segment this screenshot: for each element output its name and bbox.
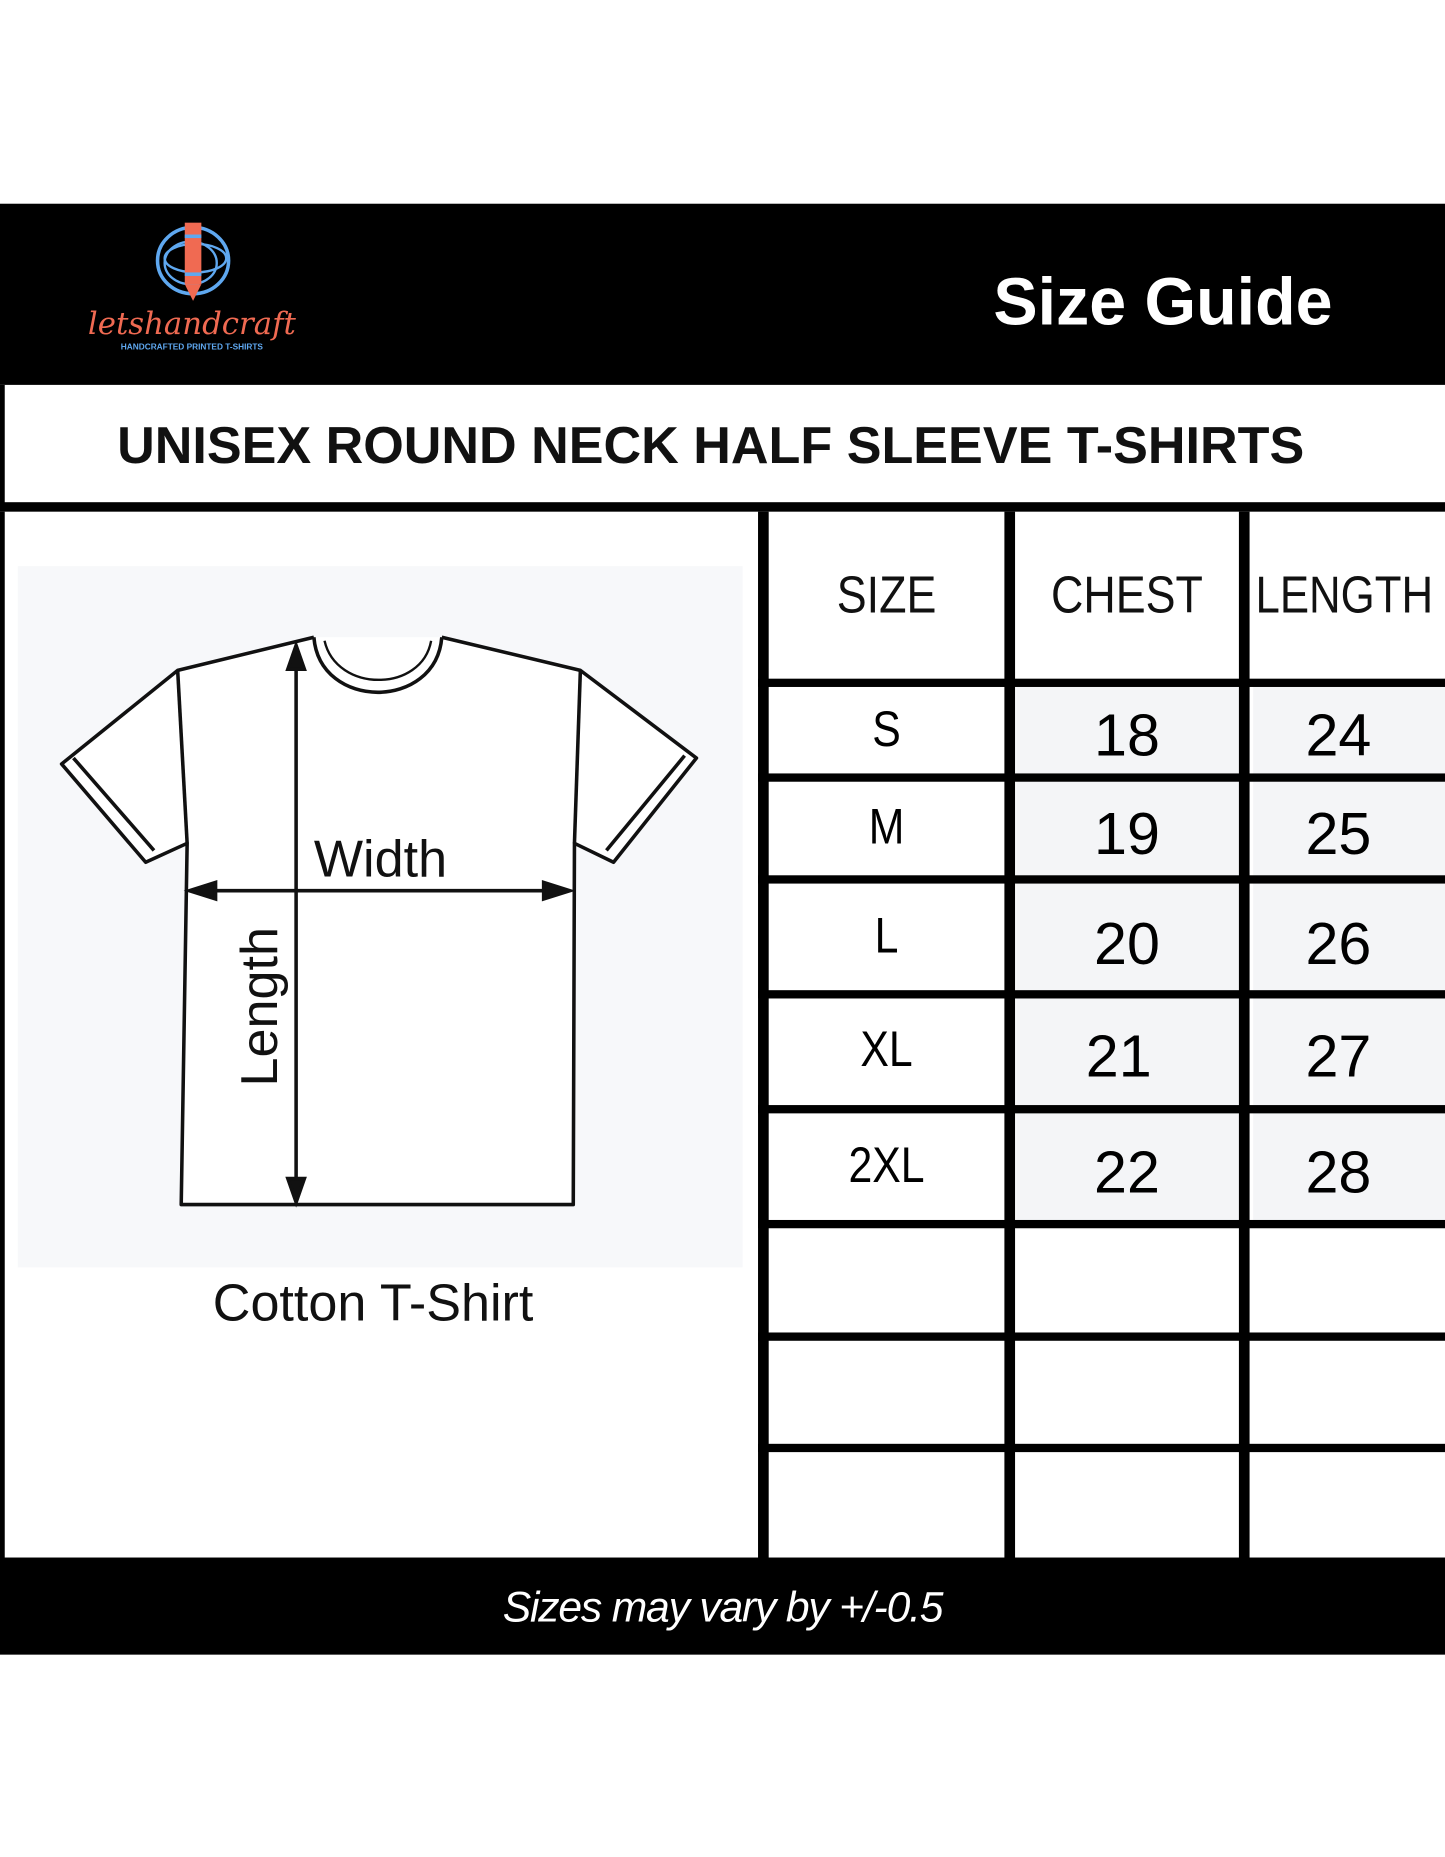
page-title: Size Guide [993,264,1333,339]
chest-cell: 19 [1094,800,1160,868]
diagram-caption: Cotton T-Shirt [212,1274,534,1333]
size-cell: 2XL [848,1137,925,1193]
measure-arrows [183,640,576,1208]
left-border [0,511,5,1559]
length-cell: 26 [1305,910,1372,978]
tshirt-diagram: Width Length [59,635,699,1208]
footer-note: Sizes may vary by +/-0.5 [502,1582,944,1631]
row-divider [758,1105,1445,1114]
divider [0,502,1445,512]
row-divider [758,1332,1445,1341]
row-divider [758,1443,1445,1453]
header-chest: CHEST [1051,566,1203,625]
size-cell: S [872,701,901,757]
size-cell: L [874,907,899,963]
subtitle-band [0,384,1445,504]
row-divider [758,990,1445,999]
product-subtitle: UNISEX ROUND NECK HALF SLEEVE T-SHIRTS [117,416,1305,475]
width-label: Width [314,830,447,888]
logo-tagline: HANDCRAFTED PRINTED T-SHIRTS [121,341,264,351]
length-cell: 27 [1305,1023,1372,1090]
chest-cell: 20 [1094,910,1160,978]
pencil-scribble-icon [155,222,231,301]
row-divider [758,1219,1445,1229]
size-cell: M [868,798,905,854]
size-cell: XL [860,1020,913,1077]
column-divider [1004,511,1016,1559]
row-divider [758,773,1445,782]
column-divider [1238,511,1250,1559]
header-bar [0,203,1445,385]
chest-cell: 18 [1094,702,1160,769]
tshirt-icon [59,635,699,1207]
header-length: LENGTH [1255,566,1434,625]
length-cell: 25 [1305,800,1372,868]
chest-cell: 21 [1085,1023,1152,1090]
logo: letshandcraft HANDCRAFTED PRINTED T-SHIR… [89,222,296,351]
table-border [758,511,769,1559]
footer-bar [0,1557,1445,1655]
header-size: SIZE [836,566,937,625]
length-cell: 24 [1305,702,1372,769]
length-label: Length [231,927,289,1086]
logo-wordmark: letshandcraft [89,306,296,342]
row-divider [758,875,1445,884]
row-divider [758,678,1445,687]
length-cell: 28 [1305,1139,1372,1206]
chest-cell: 22 [1094,1139,1160,1206]
